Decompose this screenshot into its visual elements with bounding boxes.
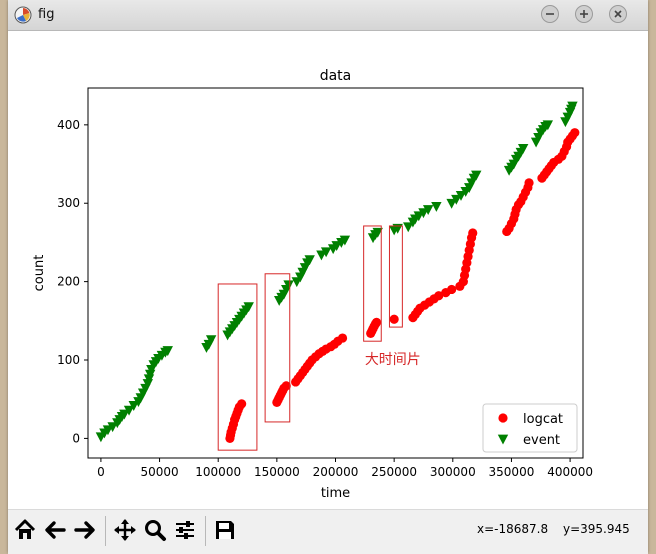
annotation-box <box>388 225 403 328</box>
coord-y-readout: y=395.945 <box>563 522 630 536</box>
plot-background <box>88 88 583 458</box>
minimize-icon <box>546 13 554 15</box>
event-point <box>451 194 462 205</box>
scatter-chart[interactable]: 大时间片 0 50000 100000 150000 200000 250000 300000… <box>8 31 648 509</box>
logcat-point <box>570 128 580 138</box>
legend-marker-event <box>497 434 509 445</box>
legend-marker-logcat <box>498 413 508 423</box>
close-icon <box>614 10 622 18</box>
x-tick-label: 0 <box>97 465 105 479</box>
configure-subplots-button[interactable] <box>171 516 199 544</box>
annotation-box <box>217 283 258 451</box>
minimize-button[interactable] <box>541 5 559 23</box>
legend-label-logcat: logcat <box>523 412 563 427</box>
logcat-point <box>434 291 444 301</box>
zoom-button[interactable] <box>141 516 169 544</box>
event-point <box>128 401 139 411</box>
configure-subplots-icon <box>176 521 194 539</box>
close-button[interactable] <box>609 5 627 23</box>
event-point <box>142 379 154 389</box>
window-title: fig <box>38 7 55 22</box>
coord-x-readout: x=-18687.8 <box>477 522 549 536</box>
y-tick-label: 300 <box>57 196 80 210</box>
home-icon <box>14 519 36 539</box>
toolbar-separator <box>105 516 106 546</box>
maximize-icon <box>580 10 588 18</box>
back-icon <box>45 521 66 539</box>
pan-button[interactable] <box>111 516 139 544</box>
logcat-point <box>281 381 291 391</box>
forward-button[interactable] <box>71 516 99 544</box>
zoom-icon <box>145 520 166 541</box>
x-tick-label: 100000 <box>195 465 241 479</box>
event-point <box>517 143 529 154</box>
event-point <box>471 170 482 181</box>
event-point <box>339 235 351 246</box>
event-point <box>143 374 155 385</box>
pan-icon <box>114 519 136 541</box>
event-point <box>205 335 217 346</box>
event-point <box>542 120 554 131</box>
x-tick-label: 350000 <box>489 465 535 479</box>
forward-icon <box>74 521 95 539</box>
navigation-toolbar: x=-18687.8 y=395.945 <box>8 509 648 554</box>
x-tick-label: 50000 <box>140 465 178 479</box>
title-bar[interactable]: fig <box>8 0 648 31</box>
event-point <box>431 201 442 212</box>
event-point <box>144 369 156 380</box>
x-tick-label: 400000 <box>547 465 593 479</box>
event-point <box>372 227 383 238</box>
chart-title: data <box>320 68 352 84</box>
figure-window: fig 大时间片 0 50000 100000 150000 200000 250000 30… <box>8 0 648 554</box>
event-point <box>567 101 578 112</box>
toolbar-separator <box>205 516 206 546</box>
logcat-point <box>524 178 534 188</box>
event-point <box>119 409 130 420</box>
event-point <box>283 280 294 291</box>
logcat-point <box>371 317 382 327</box>
annotation-label: 大时间片 <box>365 352 421 368</box>
event-point <box>304 255 315 266</box>
annotation-box <box>264 273 291 423</box>
event-point <box>107 422 118 433</box>
event-point <box>455 190 467 201</box>
y-tick-label: 200 <box>57 275 80 289</box>
save-icon <box>216 521 234 539</box>
app-icon <box>14 6 32 24</box>
y-tick-label: 0 <box>72 431 80 445</box>
event-point <box>123 405 135 416</box>
x-tick-label: 300000 <box>430 465 476 479</box>
annotation-box <box>363 225 382 342</box>
logcat-point <box>237 399 247 409</box>
x-tick-label: 150000 <box>254 465 300 479</box>
event-point <box>403 222 414 233</box>
legend-label-event: event <box>523 433 560 448</box>
y-axis-label: count <box>32 255 47 292</box>
event-point <box>446 198 457 209</box>
back-button[interactable] <box>41 516 69 544</box>
logcat-point <box>389 314 399 324</box>
x-tick-label: 200000 <box>313 465 359 479</box>
logcat-point <box>468 228 478 238</box>
event-point <box>320 247 332 258</box>
logcat-point <box>447 284 457 295</box>
event-point <box>162 346 173 357</box>
x-tick-label: 250000 <box>371 465 417 479</box>
event-point <box>243 302 254 313</box>
logcat-point <box>337 333 348 343</box>
x-axis-label: time <box>321 486 350 501</box>
y-tick-label: 400 <box>57 118 80 132</box>
home-button[interactable] <box>11 516 39 544</box>
event-point <box>422 205 434 215</box>
y-tick-label: 100 <box>57 353 80 367</box>
maximize-button[interactable] <box>575 5 593 23</box>
plot-area[interactable]: 大时间片 0 50000 100000 150000 200000 250000 300000… <box>8 31 648 509</box>
save-button[interactable] <box>211 516 239 544</box>
